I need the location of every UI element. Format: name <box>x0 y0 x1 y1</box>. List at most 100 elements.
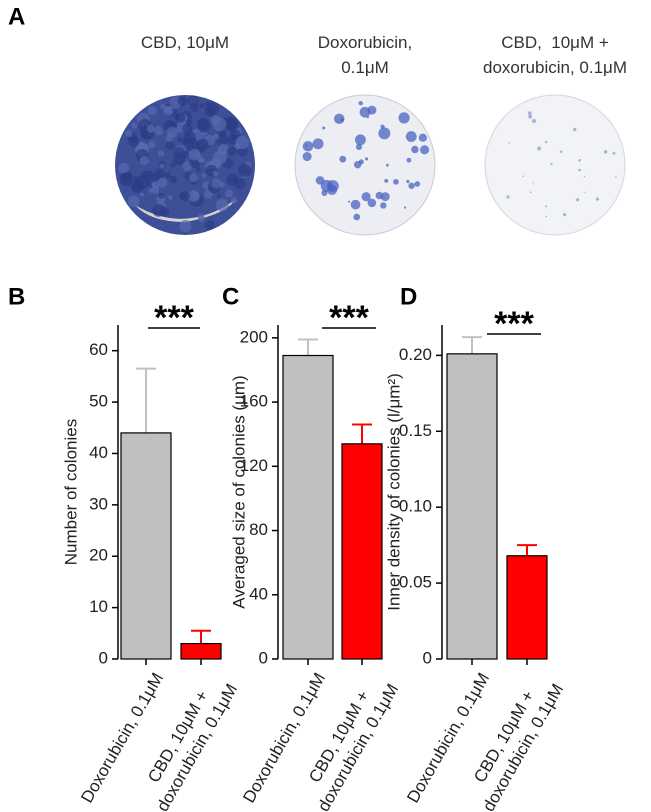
y-tick-label: 80 <box>249 520 268 539</box>
y-tick-label: 60 <box>89 340 108 359</box>
texture <box>235 135 250 150</box>
y-tick-label: 0.15 <box>399 421 432 440</box>
colony <box>366 115 370 119</box>
y-tick-label: 0.05 <box>399 573 432 592</box>
texture <box>204 105 216 117</box>
texture <box>189 173 198 182</box>
colony <box>312 138 324 150</box>
colony <box>315 176 325 185</box>
colony <box>384 178 389 183</box>
colony <box>358 159 364 165</box>
texture <box>187 95 199 107</box>
colony <box>583 175 586 178</box>
dish <box>294 94 436 236</box>
texture <box>147 141 156 149</box>
y-tick-label: 40 <box>249 584 268 603</box>
texture <box>131 180 145 194</box>
panel-label: C <box>222 283 239 310</box>
colony <box>559 150 563 154</box>
texture <box>177 136 183 143</box>
texture <box>188 148 201 161</box>
colony <box>420 145 430 155</box>
colony <box>353 213 361 221</box>
y-axis-label: Inner density of colonies (l/μm²) <box>384 373 403 611</box>
colony <box>334 113 345 125</box>
colony <box>612 151 616 155</box>
texture <box>166 134 173 142</box>
colony <box>305 144 308 147</box>
texture <box>168 195 173 200</box>
texture <box>119 172 134 187</box>
texture <box>158 192 165 199</box>
colony <box>398 112 410 124</box>
texture <box>147 105 157 116</box>
texture <box>183 130 196 144</box>
y-tick-label: 10 <box>89 597 108 616</box>
texture <box>131 122 138 129</box>
colony <box>508 142 510 144</box>
texture <box>151 185 160 194</box>
texture <box>195 167 201 173</box>
bar <box>341 443 383 660</box>
y-tick-label: 0 <box>423 648 432 667</box>
colony <box>406 157 412 163</box>
colony <box>327 184 338 195</box>
texture <box>191 191 200 200</box>
texture <box>170 162 176 168</box>
texture <box>199 156 205 163</box>
y-tick-label: 30 <box>89 494 108 513</box>
bar <box>120 432 172 660</box>
panel-label: A <box>8 3 25 30</box>
texture <box>199 102 205 109</box>
texture <box>164 172 172 179</box>
colony <box>367 198 377 208</box>
texture <box>179 191 190 202</box>
colony <box>575 198 580 202</box>
texture <box>140 170 151 181</box>
texture <box>177 96 188 106</box>
panel-label: B <box>8 283 25 310</box>
texture <box>152 204 166 217</box>
y-axis-label: Number of colonies <box>61 419 80 565</box>
colony <box>378 127 391 140</box>
y-axis-label: Averaged size of colonies (μm) <box>229 375 248 608</box>
colony <box>527 111 532 115</box>
colony <box>545 205 548 208</box>
colony <box>358 101 363 106</box>
texture <box>225 189 234 198</box>
texture <box>196 138 209 152</box>
y-tick-label: 0.20 <box>399 345 432 364</box>
colony <box>572 127 577 132</box>
colony <box>562 213 567 217</box>
colony <box>522 175 525 177</box>
y-tick-label: 120 <box>240 456 268 475</box>
colony <box>380 192 390 202</box>
colony <box>578 168 581 172</box>
texture <box>179 220 192 233</box>
y-tick-label: 0 <box>259 648 268 667</box>
significance: *** <box>154 299 194 337</box>
texture <box>169 175 178 184</box>
texture <box>118 162 130 174</box>
texture <box>125 129 133 138</box>
y-tick-label: 20 <box>89 546 108 565</box>
bar <box>446 353 498 660</box>
colony <box>322 126 326 130</box>
texture <box>201 173 207 178</box>
colony <box>380 124 385 129</box>
texture <box>139 192 145 197</box>
texture <box>154 168 165 180</box>
colony <box>354 134 366 146</box>
colony <box>393 179 399 185</box>
dishes <box>115 94 626 236</box>
y-tick-label: 160 <box>240 392 268 411</box>
texture <box>164 106 172 114</box>
panel-label: D <box>400 283 417 310</box>
colony <box>584 191 586 193</box>
colony <box>406 179 410 184</box>
colony <box>361 192 371 202</box>
colony <box>550 163 553 166</box>
texture <box>226 173 239 186</box>
colony <box>367 105 377 115</box>
